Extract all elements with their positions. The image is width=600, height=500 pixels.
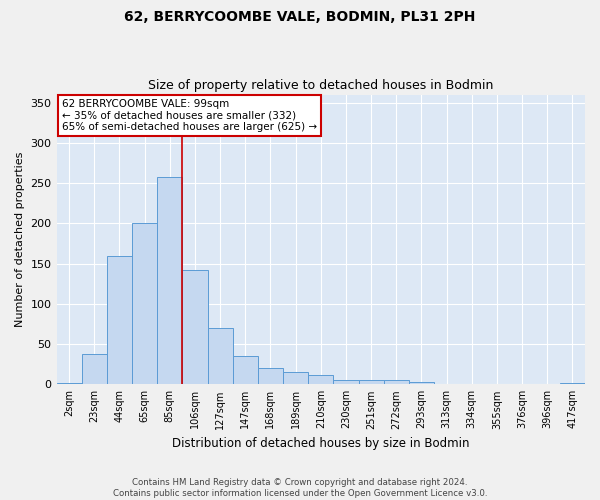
Bar bbox=[82, 354, 107, 384]
Bar bbox=[233, 356, 258, 384]
X-axis label: Distribution of detached houses by size in Bodmin: Distribution of detached houses by size … bbox=[172, 437, 470, 450]
Bar bbox=[107, 256, 132, 384]
Bar bbox=[132, 224, 157, 384]
Text: 62 BERRYCOOMBE VALE: 99sqm
← 35% of detached houses are smaller (332)
65% of sem: 62 BERRYCOOMBE VALE: 99sqm ← 35% of deta… bbox=[62, 99, 317, 132]
Bar bbox=[283, 372, 308, 384]
Bar bbox=[560, 382, 585, 384]
Bar bbox=[334, 380, 359, 384]
Text: 62, BERRYCOOMBE VALE, BODMIN, PL31 2PH: 62, BERRYCOOMBE VALE, BODMIN, PL31 2PH bbox=[124, 10, 476, 24]
Bar bbox=[56, 382, 82, 384]
Bar bbox=[409, 382, 434, 384]
Bar bbox=[258, 368, 283, 384]
Bar bbox=[359, 380, 383, 384]
Bar bbox=[308, 374, 334, 384]
Y-axis label: Number of detached properties: Number of detached properties bbox=[15, 152, 25, 327]
Text: Contains HM Land Registry data © Crown copyright and database right 2024.
Contai: Contains HM Land Registry data © Crown c… bbox=[113, 478, 487, 498]
Bar bbox=[208, 328, 233, 384]
Bar bbox=[182, 270, 208, 384]
Bar bbox=[383, 380, 409, 384]
Bar bbox=[157, 176, 182, 384]
Title: Size of property relative to detached houses in Bodmin: Size of property relative to detached ho… bbox=[148, 79, 493, 92]
